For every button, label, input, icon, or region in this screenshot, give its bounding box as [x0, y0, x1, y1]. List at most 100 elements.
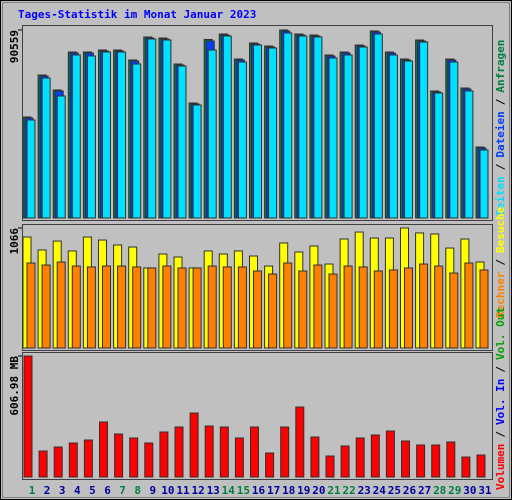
bar — [416, 444, 426, 478]
legend-separator: / — [494, 259, 507, 266]
bar — [38, 450, 48, 478]
x-tick-label: 17 — [267, 484, 280, 497]
bar — [388, 269, 398, 349]
bar — [343, 54, 353, 219]
bar — [117, 265, 127, 349]
bar — [461, 456, 471, 478]
bar — [310, 436, 320, 478]
bar — [26, 262, 36, 349]
bar — [404, 60, 413, 219]
bar — [479, 149, 489, 219]
bar — [71, 265, 81, 349]
x-tick-label: 26 — [403, 484, 417, 497]
bar — [162, 39, 172, 219]
bar — [207, 265, 217, 349]
bar — [250, 426, 259, 478]
bar — [283, 262, 293, 349]
x-tick-label: 15 — [237, 484, 250, 497]
bar — [313, 36, 323, 219]
bar — [404, 267, 413, 349]
bar — [328, 57, 338, 219]
bar — [99, 421, 108, 478]
bar — [476, 454, 486, 478]
bar — [253, 44, 262, 219]
legend-separator: / — [494, 98, 507, 105]
y-tick-label: 90559 — [8, 30, 21, 63]
bar — [192, 104, 202, 219]
bar — [388, 54, 398, 219]
bar — [219, 426, 229, 478]
bar — [23, 355, 33, 478]
bar — [434, 92, 444, 219]
bar — [132, 63, 142, 219]
bar — [313, 264, 323, 349]
bar — [26, 119, 36, 219]
legend-label: Seiten — [494, 176, 507, 216]
legend-label: Dateien — [494, 111, 507, 157]
x-tick-label: 13 — [207, 484, 220, 497]
y-tick-label: 606.98 MB — [8, 356, 21, 416]
bar — [41, 77, 51, 219]
x-tick-label: 8 — [134, 484, 141, 497]
bar — [280, 426, 290, 478]
chart-title: Tages-Statistik im Monat Januar 2023 — [18, 8, 256, 21]
bar — [207, 49, 217, 219]
bar — [144, 442, 154, 478]
x-tick-label: 1 — [29, 484, 36, 497]
x-tick-label: 22 — [342, 484, 355, 497]
bar — [419, 41, 429, 219]
bar — [268, 273, 278, 349]
x-tick-label: 19 — [297, 484, 310, 497]
bar — [283, 32, 293, 219]
bar — [68, 442, 78, 478]
y-tick-label: 1066 — [8, 228, 21, 255]
bar — [222, 35, 232, 219]
bar — [132, 266, 142, 349]
bar — [268, 47, 278, 219]
bar — [265, 452, 275, 478]
bar — [358, 266, 368, 349]
bar — [325, 455, 335, 478]
legend-label: Anfragen — [494, 40, 507, 93]
bar — [102, 51, 111, 219]
x-tick-label: 24 — [373, 484, 387, 497]
x-tick-label: 29 — [448, 484, 461, 497]
bar — [479, 269, 489, 349]
bar — [373, 33, 383, 219]
legend-label: Vol. In — [494, 379, 507, 425]
bar — [114, 433, 124, 478]
x-tick-label: 12 — [191, 484, 204, 497]
x-tick-label: 5 — [89, 484, 96, 497]
bar — [449, 61, 459, 219]
bar — [358, 46, 368, 219]
x-tick-label: 11 — [176, 484, 190, 497]
x-tick-label: 3 — [59, 484, 66, 497]
bar — [192, 267, 202, 349]
x-tick-label: 6 — [104, 484, 111, 497]
legend-separator: / — [494, 431, 507, 438]
bar — [464, 90, 474, 219]
bar — [147, 38, 157, 219]
legend-separator: / — [494, 163, 507, 170]
x-tick-label: 14 — [222, 484, 236, 497]
bar — [56, 261, 66, 349]
bar — [295, 406, 305, 478]
bar — [328, 273, 338, 349]
bar — [464, 262, 474, 349]
legend-label: Vol. Out — [494, 307, 507, 360]
bar — [86, 266, 96, 349]
bar — [385, 430, 395, 478]
x-tick-label: 28 — [433, 484, 446, 497]
bar — [370, 434, 380, 478]
bar — [431, 444, 441, 478]
x-tick-label: 20 — [312, 484, 325, 497]
bar — [177, 65, 187, 219]
x-tick-label: 21 — [327, 484, 341, 497]
bar — [237, 61, 247, 219]
bar — [419, 263, 429, 349]
x-tick-label: 25 — [388, 484, 401, 497]
x-tick-label: 7 — [119, 484, 126, 497]
bar — [129, 437, 139, 478]
